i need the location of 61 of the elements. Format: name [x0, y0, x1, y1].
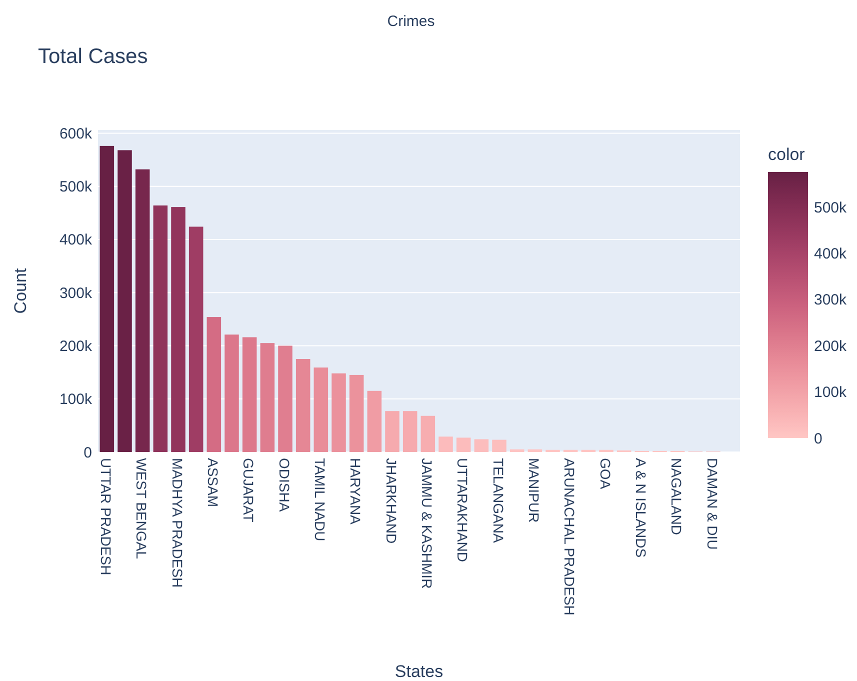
y-axis-title: Count: [11, 268, 30, 314]
chart-subtitle: Crimes: [387, 13, 435, 30]
bar: [224, 334, 239, 452]
x-tick-label: GOA: [597, 458, 614, 490]
x-tick-label: UTTAR PRADESH: [98, 458, 114, 576]
bar: [332, 373, 346, 452]
x-tick-label: ODISHA: [276, 458, 292, 512]
color-bar-label: 200k: [814, 338, 848, 355]
x-axis-title: States: [394, 662, 444, 681]
bar: [188, 226, 204, 452]
y-tick-label: 500k: [59, 178, 92, 196]
x-tick-label: WEST BENGAL: [134, 458, 150, 560]
bar: [135, 169, 150, 452]
bar: [171, 207, 186, 452]
bar: [385, 411, 400, 452]
x-tick-label: MANIPUR: [526, 458, 542, 523]
y-tick-label: 300k: [59, 284, 92, 302]
bar: [492, 440, 506, 452]
bar: [100, 146, 114, 452]
x-tick-label: JHARKHAND: [383, 458, 400, 544]
color-bar-label: 100k: [814, 384, 848, 402]
x-tick-label: TAMIL NADU: [312, 458, 328, 542]
bar: [402, 411, 418, 452]
y-tick-label: 200k: [59, 338, 92, 355]
bar: [206, 317, 222, 452]
bar: [420, 416, 436, 452]
bar: [242, 337, 257, 452]
bar: [278, 346, 292, 452]
y-tick-label: 100k: [59, 391, 92, 408]
x-tick-label: GUJARAT: [240, 458, 257, 523]
color-bar-title: color: [768, 145, 806, 164]
y-tick-label: 0: [84, 444, 92, 462]
bar: [260, 343, 275, 452]
y-tick-label: 400k: [59, 232, 92, 249]
x-tick-label: DAMAN & DIU: [704, 458, 720, 550]
color-bar-label: 300k: [814, 292, 848, 309]
x-tick-label: ARUNACHAL PRADESH: [562, 458, 578, 616]
x-tick-label: MADHYA PRADESH: [169, 458, 186, 588]
chart-title: Total Cases: [38, 45, 148, 68]
bar: [456, 438, 471, 452]
x-tick-label: ASSAM: [204, 458, 221, 508]
color-bar-label: 400k: [814, 246, 848, 263]
bar: [314, 368, 328, 452]
x-tick-label: NAGALAND: [668, 458, 685, 536]
x-tick-label: UTTARAKHAND: [454, 458, 471, 562]
bar: [367, 390, 382, 452]
y-tick-label: 600k: [59, 125, 92, 142]
bar: [528, 449, 542, 452]
bar: [153, 205, 168, 452]
x-tick-label: HARYANA: [348, 458, 364, 526]
color-bar-label: 0: [814, 430, 822, 448]
bar: [510, 449, 524, 452]
bar: [118, 150, 132, 452]
x-tick-label: A & N ISLANDS: [632, 458, 649, 558]
x-tick-label: JAMMU & KASHMIR: [418, 458, 435, 589]
color-bar-label: 500k: [814, 199, 848, 216]
x-tick-label: TELANGANA: [490, 458, 506, 544]
bar: [474, 439, 489, 452]
bar: [438, 436, 453, 452]
bar: [296, 359, 310, 452]
bar: [349, 374, 364, 452]
